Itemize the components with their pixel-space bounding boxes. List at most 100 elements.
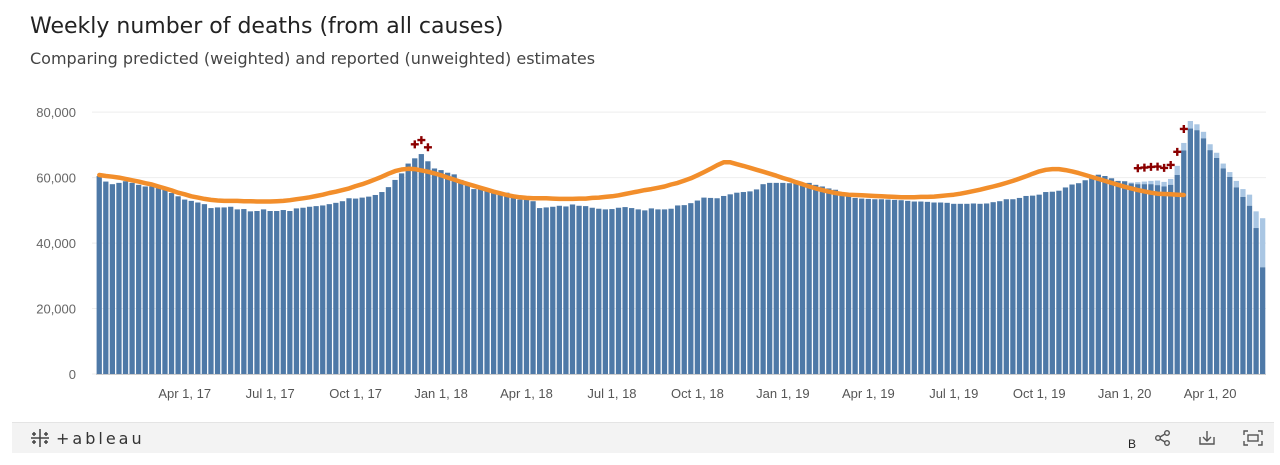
reported-bar	[852, 197, 858, 374]
reported-bar	[306, 206, 313, 374]
fullscreen-button[interactable]	[1242, 428, 1264, 448]
reported-bar	[615, 207, 622, 374]
reported-bar	[234, 209, 240, 374]
tableau-logo[interactable]: +ableau	[30, 428, 145, 448]
reported-bar	[116, 182, 122, 374]
reported-bar	[937, 202, 944, 374]
reported-bar	[1233, 187, 1240, 374]
reported-bar	[1141, 184, 1147, 374]
reported-bar	[543, 207, 549, 374]
reported-bar	[806, 182, 812, 374]
reported-bar	[129, 182, 135, 374]
share-button[interactable]	[1152, 428, 1174, 448]
x-tick-label: Apr 1, 18	[500, 386, 553, 401]
reported-bar	[1154, 185, 1161, 374]
reported-bar	[957, 203, 963, 374]
predicted-bar	[1253, 211, 1259, 229]
y-tick-label: 60,000	[36, 171, 76, 186]
reported-bar	[675, 205, 681, 374]
reported-bar	[1010, 199, 1016, 374]
reported-bar	[320, 205, 326, 374]
reported-bar	[1082, 180, 1088, 374]
excess-death-marker	[1166, 160, 1175, 169]
reported-bar	[740, 192, 747, 374]
reported-bar	[497, 193, 503, 374]
reported-bar	[339, 201, 346, 374]
reported-bar	[254, 211, 260, 374]
reported-bar	[280, 210, 286, 374]
reported-bar	[287, 211, 293, 374]
x-tick-label: Jul 1, 19	[929, 386, 978, 401]
reported-bar	[405, 163, 411, 374]
reported-bar	[490, 191, 497, 374]
reported-bar	[872, 199, 878, 374]
reported-bar	[832, 189, 839, 374]
reported-bar	[1194, 130, 1200, 374]
predicted-bar	[1187, 121, 1193, 129]
reported-bar	[589, 207, 595, 374]
reported-bar	[398, 173, 405, 374]
reported-bar	[1016, 197, 1023, 374]
reported-bar	[536, 208, 543, 374]
reported-bar	[997, 201, 1003, 374]
reported-bar	[438, 170, 444, 374]
reported-bar	[688, 203, 694, 374]
predicted-bar	[1174, 165, 1180, 176]
x-tick-label: Apr 1, 17	[158, 386, 211, 401]
tableau-footer: +ableau B	[12, 422, 1274, 453]
reported-bar	[944, 202, 950, 374]
reported-bar	[569, 204, 576, 374]
reported-bar	[267, 211, 273, 374]
reported-bar	[911, 201, 917, 374]
reported-bar	[859, 198, 865, 374]
reported-bar	[103, 181, 109, 374]
reported-bar	[431, 168, 438, 374]
reported-bar	[951, 203, 957, 374]
reported-bar	[898, 200, 904, 374]
reported-bar	[813, 184, 819, 374]
reported-bar	[655, 209, 661, 374]
excess-death-marker	[1179, 124, 1188, 133]
reported-bar	[418, 154, 424, 374]
x-tick-label: Apr 1, 20	[1184, 386, 1237, 401]
reported-bar	[747, 191, 753, 374]
reported-bar	[241, 209, 247, 374]
reported-bar	[1056, 190, 1062, 374]
predicted-bar	[1168, 178, 1174, 185]
x-tick-label: Jan 1, 19	[756, 386, 810, 401]
reported-bar	[550, 206, 556, 374]
reported-bar	[786, 183, 793, 374]
y-tick-label: 0	[69, 367, 76, 382]
reported-bar	[977, 203, 983, 374]
reported-bar	[924, 201, 931, 374]
reported-bar	[819, 186, 825, 374]
predicted-bar	[1128, 182, 1134, 184]
reported-bar	[1148, 184, 1154, 374]
x-tick-label: Jul 1, 17	[246, 386, 295, 401]
b-label: B	[1128, 437, 1137, 451]
reported-bar	[714, 198, 720, 374]
reported-bar	[484, 190, 490, 374]
reported-bar	[1161, 186, 1167, 374]
reported-bar	[464, 184, 470, 374]
reported-bar	[622, 207, 628, 374]
chart-title: Weekly number of deaths (from all causes…	[30, 14, 504, 39]
reported-bar	[477, 187, 484, 374]
x-tick-label: Jan 1, 18	[414, 386, 468, 401]
y-tick-label: 40,000	[36, 236, 76, 251]
reported-bar	[556, 205, 562, 374]
download-button[interactable]	[1196, 428, 1218, 448]
reported-bar	[471, 189, 477, 374]
reported-bar	[767, 182, 773, 374]
reported-bar	[333, 202, 339, 374]
predicted-bar	[1246, 194, 1253, 206]
reported-bar	[1069, 184, 1075, 374]
predicted-bar	[1200, 131, 1207, 139]
reported-bar	[905, 200, 911, 374]
reported-bar	[629, 208, 635, 374]
reported-bar	[109, 184, 116, 374]
reported-bar	[793, 183, 799, 374]
reported-bar	[510, 197, 516, 374]
reported-bar	[517, 199, 523, 374]
deaths-chart: 80,000 60,000 40,000 20,000 0 Apr 1, 17 Jul 1,…	[36, 105, 1266, 401]
